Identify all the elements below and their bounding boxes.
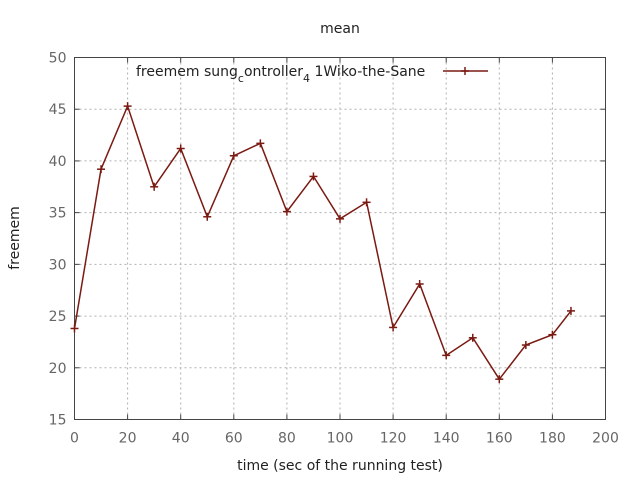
data-point	[336, 214, 344, 223]
legend-label-sub-c: c	[238, 72, 244, 85]
legend-label-sub-4: 4	[303, 72, 310, 85]
y-tick-label: 25	[49, 309, 67, 325]
x-axis-label: time (sec of the running test)	[237, 458, 443, 474]
x-tick-label: 180	[539, 431, 566, 447]
y-axis-label: freemem	[7, 206, 23, 270]
data-point	[415, 280, 424, 289]
y-tick-label: 20	[49, 361, 67, 377]
data-point	[176, 144, 185, 153]
data-point	[468, 333, 477, 342]
series-line	[73, 103, 572, 381]
plot-frame	[74, 57, 606, 420]
x-tick-label: 60	[225, 431, 243, 447]
data-point	[548, 330, 557, 339]
legend-label-tail: 1Wiko-the-Sane	[310, 64, 425, 80]
legend-marker	[461, 67, 469, 75]
data-point	[495, 375, 504, 384]
x-tick-label: 20	[119, 431, 137, 447]
y-tick-label: 15	[49, 413, 67, 429]
legend: freemem sungcontroller4 1Wiko-the-Sane	[136, 64, 488, 85]
y-tick-label: 50	[49, 51, 67, 67]
x-tick-label: 0	[70, 431, 79, 447]
x-tick-label: 160	[486, 431, 513, 447]
tick-labels: 0 20 40 60 80 100 120 140 160 180 200 15 20 25 30 35 40 4…	[49, 51, 619, 447]
y-tick-label: 40	[49, 154, 67, 170]
data-point	[442, 351, 451, 360]
x-tick-label: 100	[327, 431, 354, 447]
series-freemem	[70, 102, 575, 384]
x-tick-label: 80	[278, 431, 296, 447]
data-point	[97, 165, 106, 174]
data-point	[282, 207, 291, 216]
data-point	[150, 182, 159, 191]
data-point	[362, 198, 371, 207]
grid-lines	[74, 57, 606, 420]
legend-label-mid: ontroller	[244, 64, 303, 80]
legend-label: freemem sungcontroller4 1Wiko-the-Sane	[136, 64, 425, 85]
data-point	[70, 324, 79, 333]
data-point	[566, 306, 575, 315]
x-tick-label: 120	[380, 431, 407, 447]
data-point	[389, 323, 398, 332]
chart-title: mean	[320, 21, 360, 37]
data-point	[123, 102, 132, 111]
data-point	[256, 139, 265, 148]
data-point	[309, 172, 318, 181]
y-tick-label: 30	[49, 257, 67, 273]
x-tick-label: 140	[433, 431, 460, 447]
y-tick-label: 45	[49, 102, 67, 118]
data-point	[229, 151, 238, 160]
x-tick-label: 40	[172, 431, 190, 447]
x-tick-label: 200	[592, 431, 619, 447]
data-point	[203, 212, 212, 221]
legend-label-base: freemem sung	[136, 64, 238, 80]
y-tick-label: 35	[49, 206, 67, 222]
data-point	[521, 341, 530, 350]
